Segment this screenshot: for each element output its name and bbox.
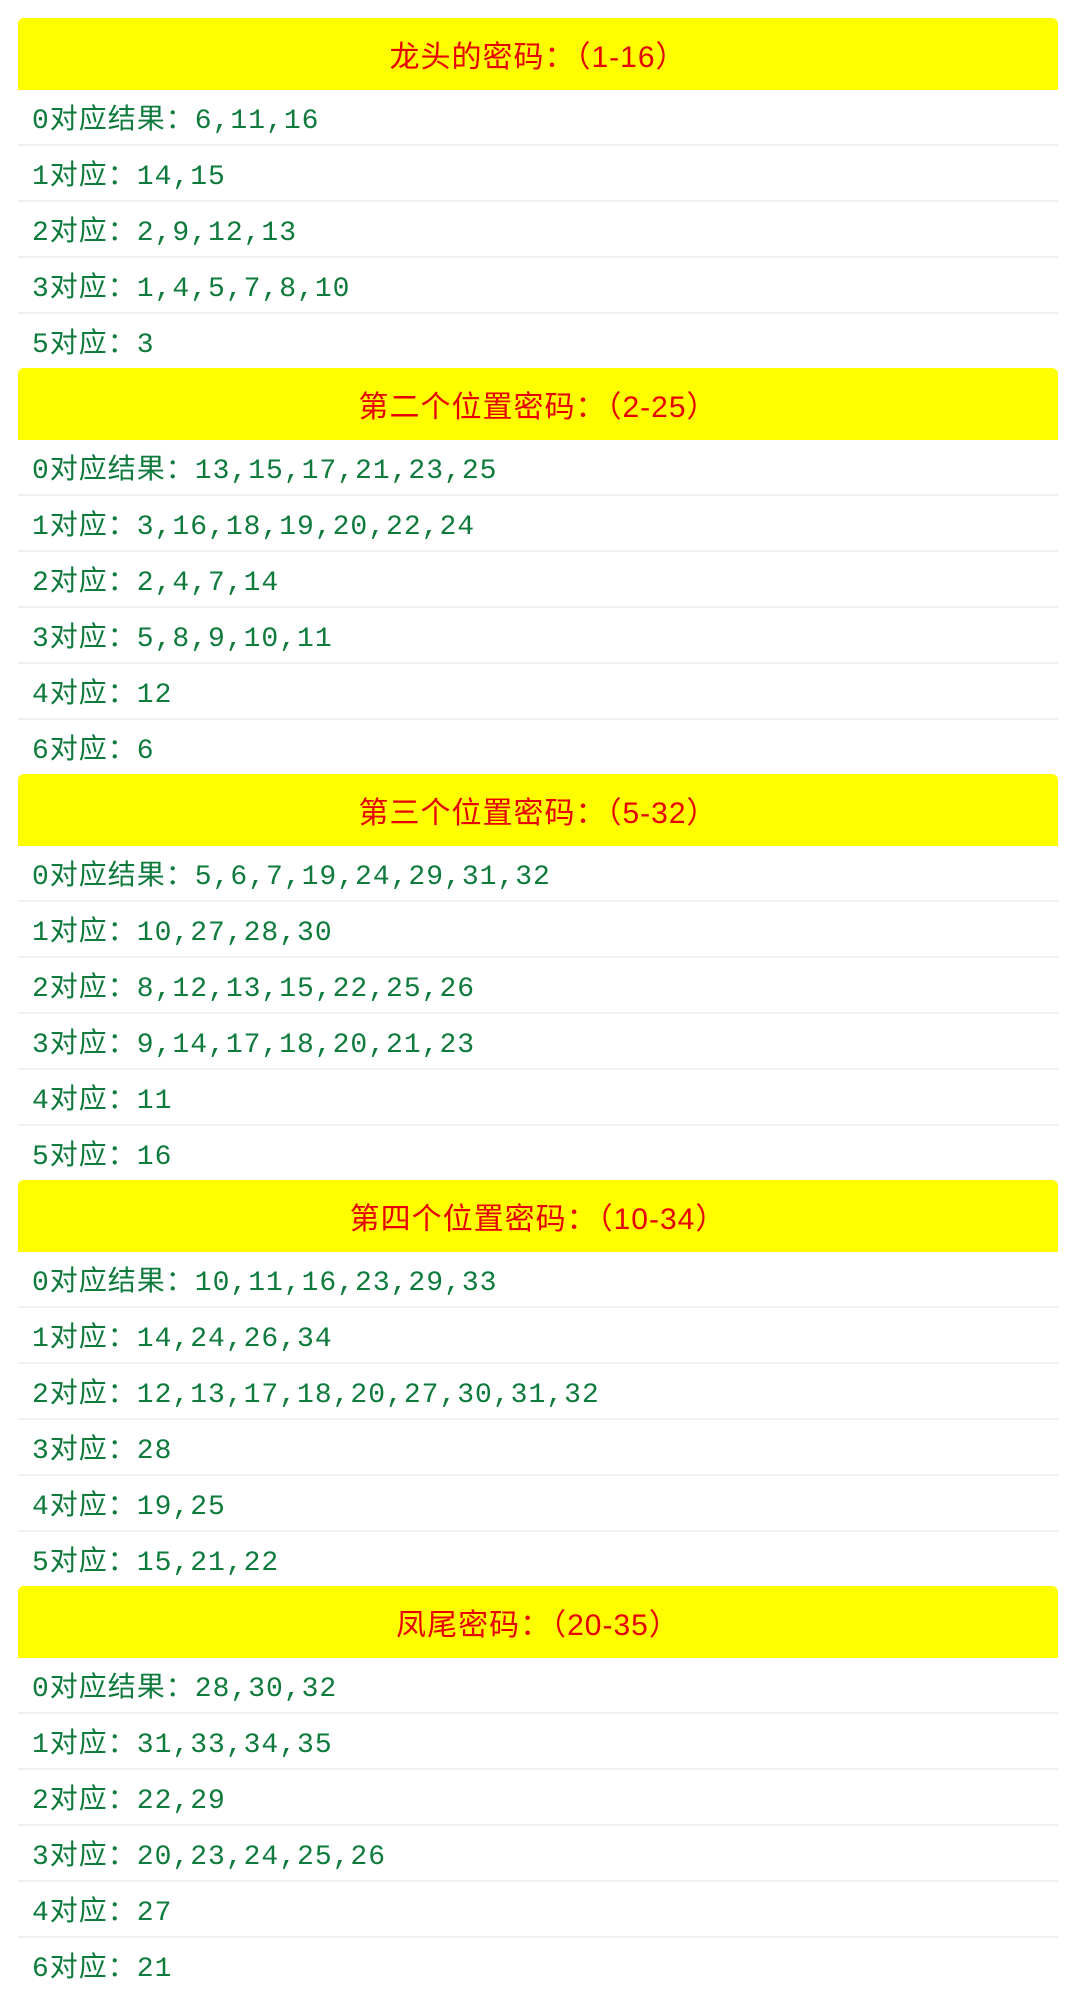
- data-row: 2对应：2,9,12,13: [18, 202, 1058, 258]
- data-row: 3对应：9,14,17,18,20,21,23: [18, 1014, 1058, 1070]
- section: 第二个位置密码：（2-25）0对应结果：13,15,17,21,23,251对应…: [18, 368, 1058, 774]
- section: 第四个位置密码：（10-34）0对应结果：10,11,16,23,29,331对…: [18, 1180, 1058, 1586]
- data-row: 2对应：2,4,7,14: [18, 552, 1058, 608]
- section: 凤尾密码：（20-35）0对应结果：28,30,321对应：31,33,34,3…: [18, 1586, 1058, 1992]
- data-row: 4对应：27: [18, 1882, 1058, 1938]
- data-row: 6对应：21: [18, 1938, 1058, 1992]
- data-row: 4对应：12: [18, 664, 1058, 720]
- data-row: 2对应：22,29: [18, 1770, 1058, 1826]
- code-table-container: 龙头的密码：（1-16）0对应结果：6,11,161对应：14,152对应：2,…: [0, 0, 1076, 2010]
- data-row: 4对应：11: [18, 1070, 1058, 1126]
- data-row: 3对应：5,8,9,10,11: [18, 608, 1058, 664]
- data-row: 1对应：14,15: [18, 146, 1058, 202]
- data-row: 2对应：12,13,17,18,20,27,30,31,32: [18, 1364, 1058, 1420]
- data-row: 4对应：19,25: [18, 1476, 1058, 1532]
- data-row: 0对应结果：5,6,7,19,24,29,31,32: [18, 846, 1058, 902]
- data-row: 5对应：16: [18, 1126, 1058, 1180]
- data-row: 6对应：6: [18, 720, 1058, 774]
- section: 第三个位置密码：（5-32）0对应结果：5,6,7,19,24,29,31,32…: [18, 774, 1058, 1180]
- data-row: 1对应：3,16,18,19,20,22,24: [18, 496, 1058, 552]
- section-header: 第四个位置密码：（10-34）: [18, 1180, 1058, 1252]
- data-row: 3对应：28: [18, 1420, 1058, 1476]
- data-row: 1对应：10,27,28,30: [18, 902, 1058, 958]
- data-row: 0对应结果：10,11,16,23,29,33: [18, 1252, 1058, 1308]
- section-header: 凤尾密码：（20-35）: [18, 1586, 1058, 1658]
- data-row: 2对应：8,12,13,15,22,25,26: [18, 958, 1058, 1014]
- section: 龙头的密码：（1-16）0对应结果：6,11,161对应：14,152对应：2,…: [18, 18, 1058, 368]
- data-row: 0对应结果：6,11,16: [18, 90, 1058, 146]
- section-header: 第二个位置密码：（2-25）: [18, 368, 1058, 440]
- data-row: 1对应：14,24,26,34: [18, 1308, 1058, 1364]
- data-row: 5对应：3: [18, 314, 1058, 368]
- data-row: 5对应：15,21,22: [18, 1532, 1058, 1586]
- data-row: 1对应：31,33,34,35: [18, 1714, 1058, 1770]
- data-row: 3对应：1,4,5,7,8,10: [18, 258, 1058, 314]
- section-header: 龙头的密码：（1-16）: [18, 18, 1058, 90]
- data-row: 3对应：20,23,24,25,26: [18, 1826, 1058, 1882]
- section-header: 第三个位置密码：（5-32）: [18, 774, 1058, 846]
- data-row: 0对应结果：13,15,17,21,23,25: [18, 440, 1058, 496]
- data-row: 0对应结果：28,30,32: [18, 1658, 1058, 1714]
